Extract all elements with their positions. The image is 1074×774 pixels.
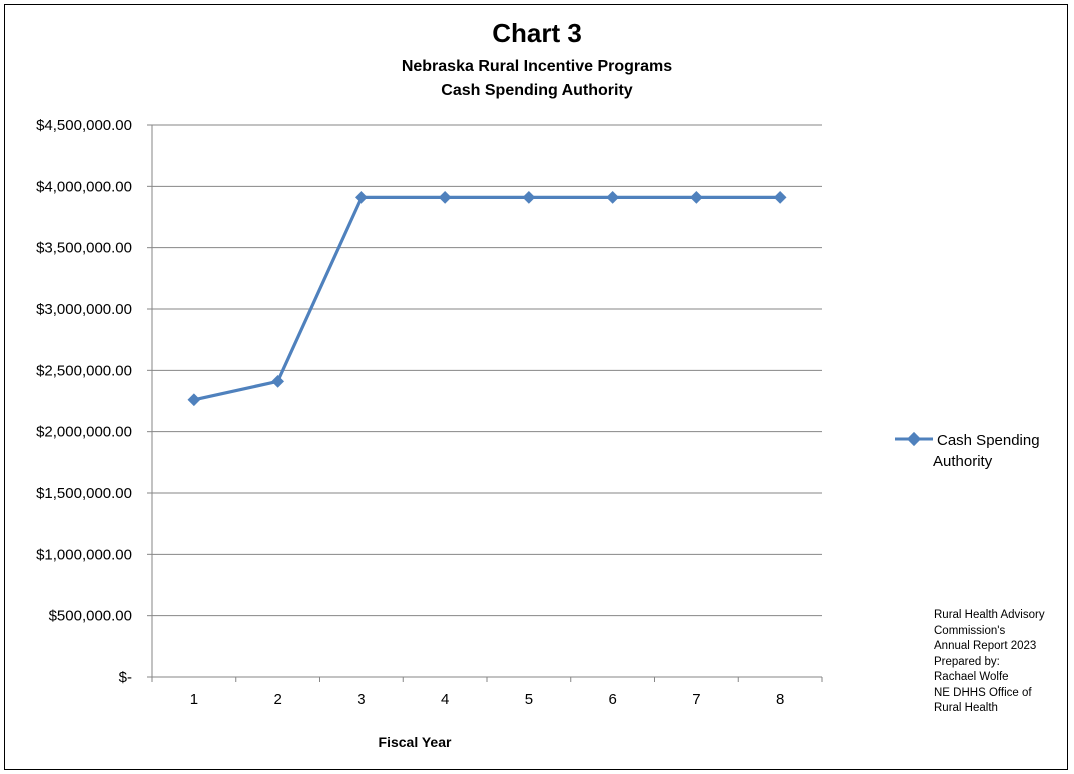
y-tick-label: $4,000,000.00 — [36, 178, 132, 195]
data-point-marker — [271, 375, 284, 388]
x-tick-label: 4 — [441, 691, 449, 708]
data-point-marker — [773, 191, 787, 204]
x-tick-label: 2 — [273, 691, 281, 708]
y-tick-label: $1,000,000.00 — [36, 546, 132, 563]
y-tick-label: $500,000.00 — [49, 608, 132, 625]
chart-subtitle-line-2: Cash Spending Authority — [441, 82, 633, 99]
chart-subtitle-line-1: Nebraska Rural Incentive Programs — [401, 58, 673, 75]
x-tick-label: 8 — [776, 691, 784, 708]
note-line: NE DHHS Office of — [934, 686, 1032, 699]
y-tick-label: $2,500,000.00 — [36, 362, 132, 379]
y-tick-label: $2,000,000.00 — [36, 424, 132, 441]
legend-line-marker — [895, 431, 933, 447]
data-point-marker — [690, 191, 703, 204]
note-line: Rural Health — [934, 702, 998, 714]
chart-title: Chart 3 — [492, 18, 582, 48]
data-point-marker — [355, 191, 368, 204]
note-line: Commission's — [934, 624, 1006, 637]
data-point-marker — [187, 393, 201, 407]
x-axis-label: Fiscal Year — [378, 734, 452, 750]
report-note: Rural Health Advisory Commission's Annua… — [934, 608, 1069, 717]
legend-label-line-2: Authority — [933, 453, 993, 470]
data-point-marker — [438, 191, 452, 204]
x-tick-label: 7 — [692, 691, 700, 708]
x-tick-label: 3 — [357, 691, 365, 708]
y-tick-label: $4,500,000.00 — [36, 117, 132, 134]
legend-label: Cash Spending Authority — [933, 430, 1067, 472]
y-tick-label: $3,500,000.00 — [36, 240, 132, 257]
x-tick-label: 5 — [525, 691, 533, 708]
data-point-marker — [522, 191, 536, 204]
y-tick-label: $- — [119, 669, 132, 686]
note-line: Prepared by: — [934, 655, 1000, 668]
y-tick-label: $1,500,000.00 — [36, 485, 132, 502]
series-line — [193, 195, 781, 402]
legend-label-line-1: Cash Spending — [937, 432, 1040, 449]
chart-frame — [4, 4, 1068, 770]
x-tick-label: 1 — [190, 691, 198, 708]
note-line: Rachael Wolfe — [934, 671, 1009, 683]
y-tick-label: $3,000,000.00 — [36, 301, 132, 318]
note-line: Annual Report 2023 — [934, 640, 1037, 652]
data-point-marker — [606, 191, 619, 204]
legend: Cash Spending Authority — [893, 430, 1068, 470]
note-line: Rural Health Advisory — [934, 609, 1045, 621]
x-tick-label: 6 — [608, 691, 616, 708]
